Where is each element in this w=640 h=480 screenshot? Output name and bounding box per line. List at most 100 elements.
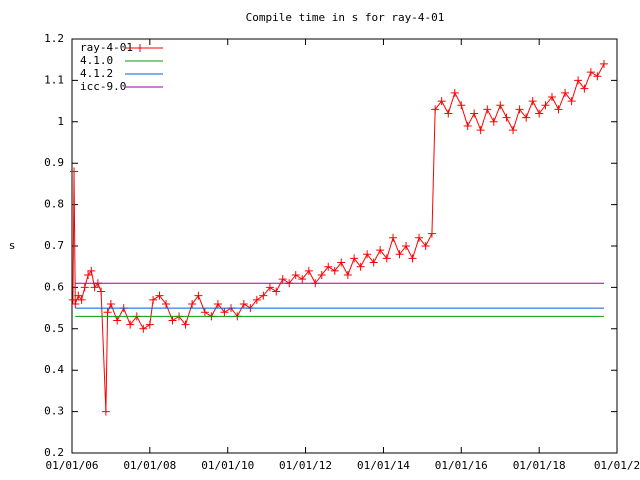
point-marker	[298, 275, 307, 284]
y-tick-label: 0.9	[44, 156, 64, 169]
point-marker	[278, 275, 287, 284]
point-marker	[77, 295, 86, 304]
point-marker	[470, 109, 479, 118]
point-marker	[97, 287, 106, 296]
point-marker	[220, 308, 229, 317]
point-marker	[457, 101, 466, 110]
x-tick-label: 01/01/08	[123, 459, 176, 472]
point-marker	[483, 105, 492, 114]
point-marker	[415, 233, 424, 242]
point-marker	[113, 316, 122, 325]
point-marker	[535, 109, 544, 118]
point-marker	[363, 250, 372, 259]
point-marker	[126, 320, 135, 329]
point-marker	[580, 84, 589, 93]
x-tick-label: 01/01/06	[46, 459, 99, 472]
point-marker	[265, 283, 274, 292]
point-marker	[70, 167, 79, 176]
point-marker	[444, 109, 453, 118]
point-marker	[574, 76, 583, 85]
y-tick-label: 0.6	[44, 280, 64, 293]
point-marker	[194, 291, 203, 300]
point-marker	[272, 287, 281, 296]
point-marker	[317, 270, 326, 279]
point-marker	[515, 105, 524, 114]
y-tick-label: 1.1	[44, 73, 64, 86]
point-marker	[350, 254, 359, 263]
point-marker	[402, 242, 411, 250]
point-marker	[586, 68, 595, 77]
point-marker	[213, 299, 222, 308]
legend-label: ray-4-01	[80, 41, 133, 54]
point-marker	[528, 97, 537, 106]
point-marker	[437, 97, 446, 106]
point-marker	[593, 72, 602, 81]
point-marker	[554, 105, 563, 114]
point-marker	[450, 88, 459, 97]
x-tick-label: 01/01/2	[594, 459, 640, 472]
point-marker	[200, 308, 209, 317]
point-marker	[561, 88, 570, 97]
point-marker	[496, 101, 505, 110]
point-marker	[181, 320, 190, 329]
point-marker	[87, 266, 96, 275]
point-marker	[304, 266, 313, 275]
x-tick-label: 01/01/14	[357, 459, 410, 472]
y-tick-label: 0.7	[44, 239, 64, 252]
point-marker	[382, 254, 391, 263]
legend-label: 4.1.2	[80, 67, 113, 80]
y-tick-label: 0.3	[44, 405, 64, 418]
legend-label: 4.1.0	[80, 54, 113, 67]
point-marker	[356, 262, 365, 271]
point-marker	[291, 270, 300, 279]
point-marker	[188, 299, 197, 308]
point-marker	[389, 233, 398, 242]
point-marker	[343, 270, 352, 279]
series-line	[72, 63, 605, 412]
y-tick-label: 0.8	[44, 198, 64, 211]
point-marker	[84, 270, 93, 279]
legend-swatch	[125, 44, 163, 52]
y-tick-label: 1	[57, 115, 64, 128]
point-marker	[463, 121, 472, 130]
point-marker	[74, 291, 83, 300]
point-marker	[252, 295, 261, 304]
y-tick-label: 0.5	[44, 322, 64, 335]
x-tick-label: 01/01/10	[201, 459, 254, 472]
y-tick-label: 0.4	[44, 363, 64, 376]
point-marker	[103, 308, 112, 317]
point-marker	[489, 117, 498, 126]
point-marker	[101, 407, 110, 416]
point-marker	[139, 324, 148, 333]
chart-title: Compile time in s for ray-4-01	[246, 11, 445, 24]
point-marker	[431, 105, 440, 114]
point-marker	[68, 295, 77, 304]
point-marker	[547, 92, 556, 101]
point-marker	[376, 246, 385, 255]
point-marker	[324, 262, 333, 271]
point-marker	[71, 299, 80, 308]
point-marker	[408, 254, 417, 263]
point-marker	[330, 266, 339, 275]
point-marker	[259, 291, 268, 300]
point-marker	[427, 229, 436, 238]
point-marker	[541, 101, 550, 110]
point-marker	[509, 126, 518, 135]
point-marker	[106, 299, 115, 308]
point-marker	[522, 113, 531, 122]
point-marker	[395, 250, 404, 259]
point-marker	[567, 97, 576, 106]
x-tick-label: 01/01/16	[435, 459, 488, 472]
point-marker	[149, 295, 158, 304]
x-tick-label: 01/01/18	[513, 459, 566, 472]
y-axis-label: s	[9, 239, 16, 252]
point-marker	[155, 291, 164, 300]
legend-label: icc-9.0	[80, 80, 126, 93]
x-tick-label: 01/01/12	[279, 459, 332, 472]
point-marker	[369, 258, 378, 267]
point-marker	[239, 299, 248, 308]
point-marker	[90, 283, 99, 292]
y-tick-label: 1.2	[44, 32, 64, 45]
point-marker	[476, 126, 485, 135]
